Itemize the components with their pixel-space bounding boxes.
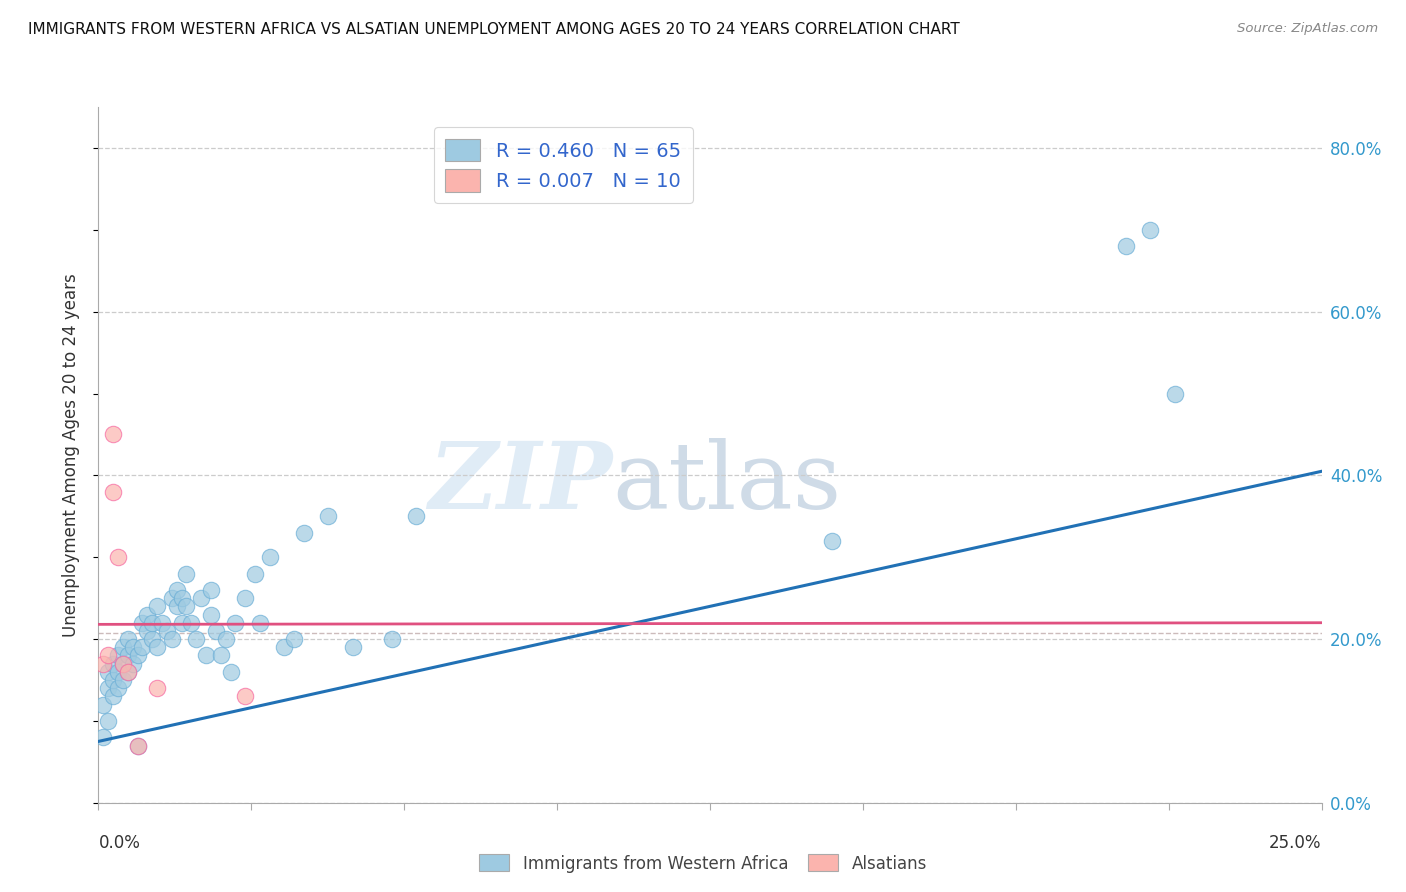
Point [136,624,159,638]
Point [405,509,427,524]
Point [101,427,124,442]
Point [186,632,208,646]
Point [224,615,246,630]
Point [209,648,232,663]
Point [283,632,305,646]
Point [107,665,129,679]
Point [1164,386,1187,401]
Point [180,615,202,630]
Point [117,648,139,663]
Text: 25.0%: 25.0% [1270,834,1322,852]
Point [101,673,124,687]
Text: atlas: atlas [612,438,841,528]
Point [1115,239,1137,253]
Point [141,632,163,646]
Point [101,690,124,704]
Point [117,632,139,646]
Point [111,657,134,671]
Point [97,665,120,679]
Point [101,657,124,671]
Point [131,640,153,655]
Point [127,648,149,663]
Point [259,550,281,565]
Point [176,599,198,614]
Point [381,632,404,646]
Point [91,731,114,745]
Point [121,640,143,655]
Point [156,624,179,638]
Point [127,739,149,753]
Point [121,657,143,671]
Text: IMMIGRANTS FROM WESTERN AFRICA VS ALSATIAN UNEMPLOYMENT AMONG AGES 20 TO 24 YEAR: IMMIGRANTS FROM WESTERN AFRICA VS ALSATI… [28,22,960,37]
Point [195,648,218,663]
Point [117,665,139,679]
Point [141,615,163,630]
Point [200,607,222,622]
Point [111,673,134,687]
Point [190,591,212,606]
Point [146,681,169,696]
Text: ZIP: ZIP [427,438,612,528]
Point [107,550,129,565]
Point [127,739,149,753]
Point [200,582,222,597]
Point [176,566,198,581]
Point [292,525,315,540]
Point [318,509,340,524]
Point [97,648,120,663]
Point [97,714,120,728]
Point [205,624,228,638]
Point [150,615,173,630]
Point [117,665,139,679]
Point [821,533,844,548]
Point [170,615,193,630]
Point [166,582,188,597]
Point [214,632,236,646]
Point [107,648,129,663]
Point [111,640,134,655]
Text: 0.0%: 0.0% [98,834,141,852]
Point [1139,223,1161,237]
Point [273,640,295,655]
Point [146,599,169,614]
Point [160,632,183,646]
Point [97,681,120,696]
Point [233,690,256,704]
Point [160,591,183,606]
Point [131,615,153,630]
Y-axis label: Unemployment Among Ages 20 to 24 years: Unemployment Among Ages 20 to 24 years [62,273,80,637]
Point [249,615,271,630]
Text: Source: ZipAtlas.com: Source: ZipAtlas.com [1237,22,1378,36]
Legend: R = 0.460   N = 65, R = 0.007   N = 10: R = 0.460 N = 65, R = 0.007 N = 10 [433,128,693,203]
Point [111,657,134,671]
Point [233,591,256,606]
Point [107,681,129,696]
Legend: Immigrants from Western Africa, Alsatians: Immigrants from Western Africa, Alsatian… [472,847,934,880]
Point [91,657,114,671]
Point [101,484,124,499]
Point [243,566,266,581]
Point [136,607,159,622]
Point [91,698,114,712]
Point [219,665,242,679]
Point [342,640,364,655]
Point [170,591,193,606]
Point [146,640,169,655]
Point [166,599,188,614]
